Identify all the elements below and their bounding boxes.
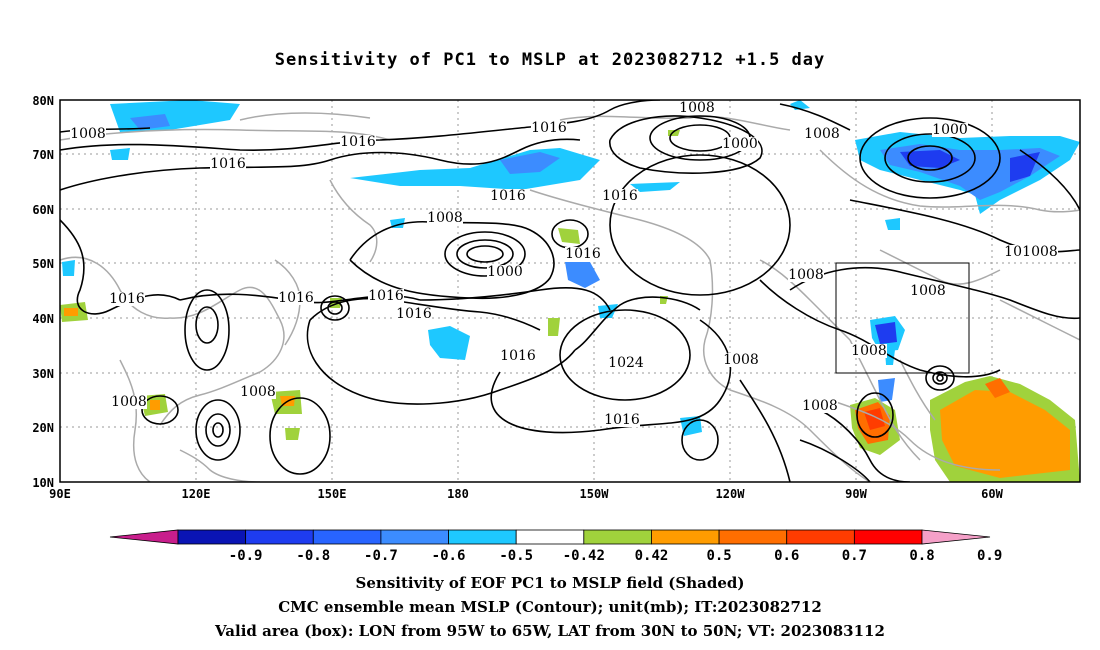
contour-label: 1016 [565,246,601,262]
contour-labels: 1008 1016 1016 1008 1000 1008 1008 1016 1016 1016… [70,100,1058,428]
colorbar-label: 0.5 [706,548,731,564]
map-title: Sensitivity of PC1 to MSLP at 2023082712… [274,50,826,70]
contour-label: 1008 [788,267,824,283]
negative-sensitivity-patches [62,100,1080,436]
lon-label: 150W [580,487,610,501]
colorbar-label: -0.8 [296,548,330,564]
colorbar-min-arrow [109,529,179,545]
contour-label: 1000 [487,264,523,280]
colorbar-swatch [853,529,923,545]
lat-label: 80N [32,94,54,108]
valid-area-box [835,262,970,374]
colorbar-swatch [245,529,314,545]
colorbar-label: -0.9 [229,548,263,564]
latitude-labels: 80N 70N 60N 50N 40N 30N 20N 10N [32,94,54,490]
lon-label: 120W [716,487,746,501]
colorbar-label: -0.42 [563,548,605,564]
contour-label: 1008 [1022,244,1058,260]
lon-label: 180 [447,487,469,501]
caption-line-2: CMC ensemble mean MSLP (Contour); unit(m… [278,598,822,616]
colorbar-swatch [312,529,382,545]
contour-label: 1008 [70,126,106,142]
contour-label: 1016 [602,188,638,204]
contour-label: 1008 [427,210,463,226]
colorbar-label: -0.5 [499,548,533,564]
plot-frame [59,99,1081,483]
colorbar-label: 0.7 [842,548,867,564]
lat-label: 10N [32,476,54,490]
colorbar-swatch [651,529,720,545]
colorbar-swatch [583,529,652,545]
colorbar-label: 0.8 [909,548,934,564]
colorbar-label: 0.9 [977,548,1002,564]
colorbar-swatch [786,529,855,545]
colorbar-label: -0.7 [364,548,398,564]
lat-label: 50N [32,257,54,271]
contour-label: 1016 [278,290,314,306]
contour-label: 1024 [608,355,644,371]
contour-label: 1008 [723,352,759,368]
lon-label: 120E [182,487,211,501]
colorbar-label: 0.6 [774,548,799,564]
colorbar: -0.9 -0.8 -0.7 -0.6 -0.5 -0.42 0.42 0.5 0.6 0.7 0.… [109,529,1002,564]
lon-label: 90W [845,487,867,501]
contour-label: 1008 [804,126,840,142]
contour-label: 1016 [368,288,404,304]
longitude-labels: 90E 120E 150E 180 150W 120W 90W 60W [49,487,1003,501]
contour-label: 1008 [910,283,946,299]
lat-label: 40N [32,312,54,326]
caption-line-3: Valid area (box): LON from 95W to 65W, L… [215,622,885,640]
colorbar-label: 0.42 [635,548,669,564]
colorbar-swatch [177,529,247,545]
lat-label: 30N [32,367,54,381]
lat-label: 20N [32,421,54,435]
contour-label: 1016 [396,306,432,322]
colorbar-label: -0.6 [432,548,466,564]
colorbar-max-arrow [921,529,991,545]
lon-label: 60W [981,487,1003,501]
lon-label: 90E [49,487,71,501]
contour-label: 1016 [340,134,376,150]
contour-label: 1016 [490,188,526,204]
lon-label: 150E [318,487,347,501]
colorbar-swatch [380,529,449,545]
contour-label: 1008 [851,343,887,359]
colorbar-swatch [515,529,585,545]
lat-label: 60N [32,203,54,217]
contour-label: 1016 [210,156,246,172]
contour-label: 1016 [531,120,567,136]
contour-label: 1008 [679,100,715,116]
colorbar-swatch [718,529,788,545]
contour-label: 1008 [802,398,838,414]
contour-label: 1000 [722,136,758,152]
contour-label: 1008 [240,384,276,400]
contour-label: 1016 [109,291,145,307]
contour-label: 1008 [111,394,147,410]
coastlines [60,112,1080,482]
lat-label: 70N [32,148,54,162]
colorbar-swatch [448,529,517,545]
contour-label: 1016 [604,412,640,428]
contour-label: 1016 [500,348,536,364]
contour-label: 1000 [932,122,968,138]
positive-sensitivity-patches [60,130,1080,482]
caption-line-1: Sensitivity of EOF PC1 to MSLP field (Sh… [355,574,745,592]
